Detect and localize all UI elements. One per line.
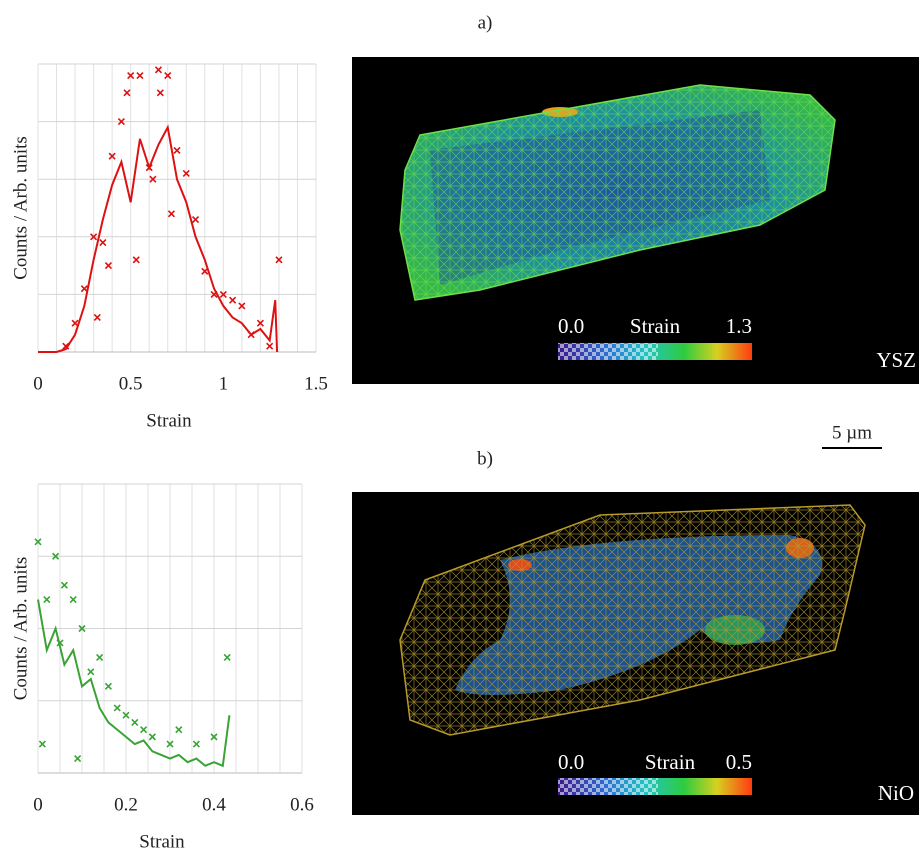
- data-marker: [140, 726, 148, 734]
- panel-label: a): [478, 12, 493, 33]
- x-tick-label: 0: [33, 373, 43, 394]
- data-marker: [34, 538, 42, 546]
- data-marker: [175, 726, 183, 734]
- data-marker: [117, 118, 125, 126]
- x-tick-label: 0.5: [119, 373, 143, 394]
- colorbar-checker: [558, 778, 658, 795]
- data-marker: [132, 256, 140, 264]
- data-marker: [210, 733, 218, 741]
- data-marker: [201, 267, 209, 275]
- x-tick-label: 0: [33, 794, 43, 815]
- data-marker: [60, 581, 68, 589]
- data-marker: [275, 256, 283, 264]
- data-marker: [166, 740, 174, 748]
- data-marker: [108, 152, 116, 160]
- colorbar-min: 0.0: [558, 314, 584, 338]
- data-marker: [148, 733, 156, 741]
- data-marker: [93, 313, 101, 322]
- data-line: [38, 124, 279, 353]
- colorbar-title: Strain: [645, 750, 696, 774]
- colorbar-max: 1.3: [726, 314, 752, 338]
- data-marker: [219, 290, 227, 298]
- data-marker: [52, 552, 60, 560]
- x-tick-label: 1.5: [304, 373, 328, 394]
- data-marker: [136, 71, 144, 80]
- data-marker: [127, 71, 135, 80]
- panel-label: b): [477, 448, 493, 469]
- data-marker: [145, 164, 153, 172]
- data-marker: [149, 175, 157, 183]
- x-tick-label: 0.2: [114, 794, 138, 815]
- panel-b: b) 0.0 Strain 0.5 NiO: [352, 448, 919, 815]
- data-marker: [113, 704, 121, 712]
- data-marker: [74, 754, 82, 763]
- data-marker: [192, 740, 200, 748]
- data-marker: [122, 711, 130, 719]
- data-marker: [167, 210, 176, 218]
- data-marker: [123, 89, 131, 97]
- data-marker: [78, 624, 86, 633]
- data-marker: [71, 319, 79, 327]
- data-marker: [62, 342, 70, 350]
- data-marker: [38, 740, 46, 748]
- render-mesh: [399, 84, 836, 301]
- x-axis-label: Strain: [146, 410, 192, 431]
- colorbar-checker: [558, 343, 658, 360]
- data-marker: [173, 146, 181, 154]
- scale-bar-label: 5 µm: [832, 422, 872, 443]
- data-marker: [210, 290, 218, 298]
- render-mesh: [399, 504, 866, 736]
- data-marker: [80, 285, 88, 293]
- data-line: [37, 599, 231, 768]
- data-marker: [154, 66, 163, 74]
- data-marker: [90, 233, 98, 241]
- data-marker: [104, 262, 112, 270]
- data-marker: [96, 653, 104, 661]
- material-label: NiO: [878, 781, 914, 805]
- data-marker: [156, 89, 164, 97]
- data-marker: [164, 71, 172, 80]
- colorbar-max: 0.5: [726, 750, 752, 774]
- data-marker: [104, 682, 112, 690]
- x-tick-label: 0.4: [202, 794, 226, 815]
- colorbar-title: Strain: [630, 314, 681, 338]
- data-marker: [56, 639, 64, 647]
- data-marker: [247, 331, 255, 339]
- data-marker: [99, 238, 107, 247]
- data-marker: [229, 296, 237, 304]
- data-marker: [238, 302, 246, 310]
- material-label: YSZ: [876, 348, 916, 372]
- panel-a: a) 0.0 Strain 1.3 YSZ: [352, 12, 919, 384]
- x-tick-label: 1: [219, 373, 229, 394]
- data-marker: [256, 319, 264, 327]
- x-tick-label: 0.6: [290, 794, 314, 815]
- data-marker: [223, 653, 231, 661]
- data-marker: [266, 342, 274, 350]
- colorbar-min: 0.0: [558, 750, 584, 774]
- y-axis-label: Counts / Arb. units: [10, 557, 31, 701]
- data-marker: [182, 169, 190, 178]
- data-marker: [43, 596, 51, 604]
- y-axis-label: Counts / Arb. units: [10, 136, 31, 280]
- data-marker: [69, 596, 77, 604]
- data-marker: [87, 668, 95, 676]
- data-marker: [131, 718, 139, 726]
- data-marker: [191, 215, 200, 224]
- x-axis-label: Strain: [139, 831, 185, 852]
